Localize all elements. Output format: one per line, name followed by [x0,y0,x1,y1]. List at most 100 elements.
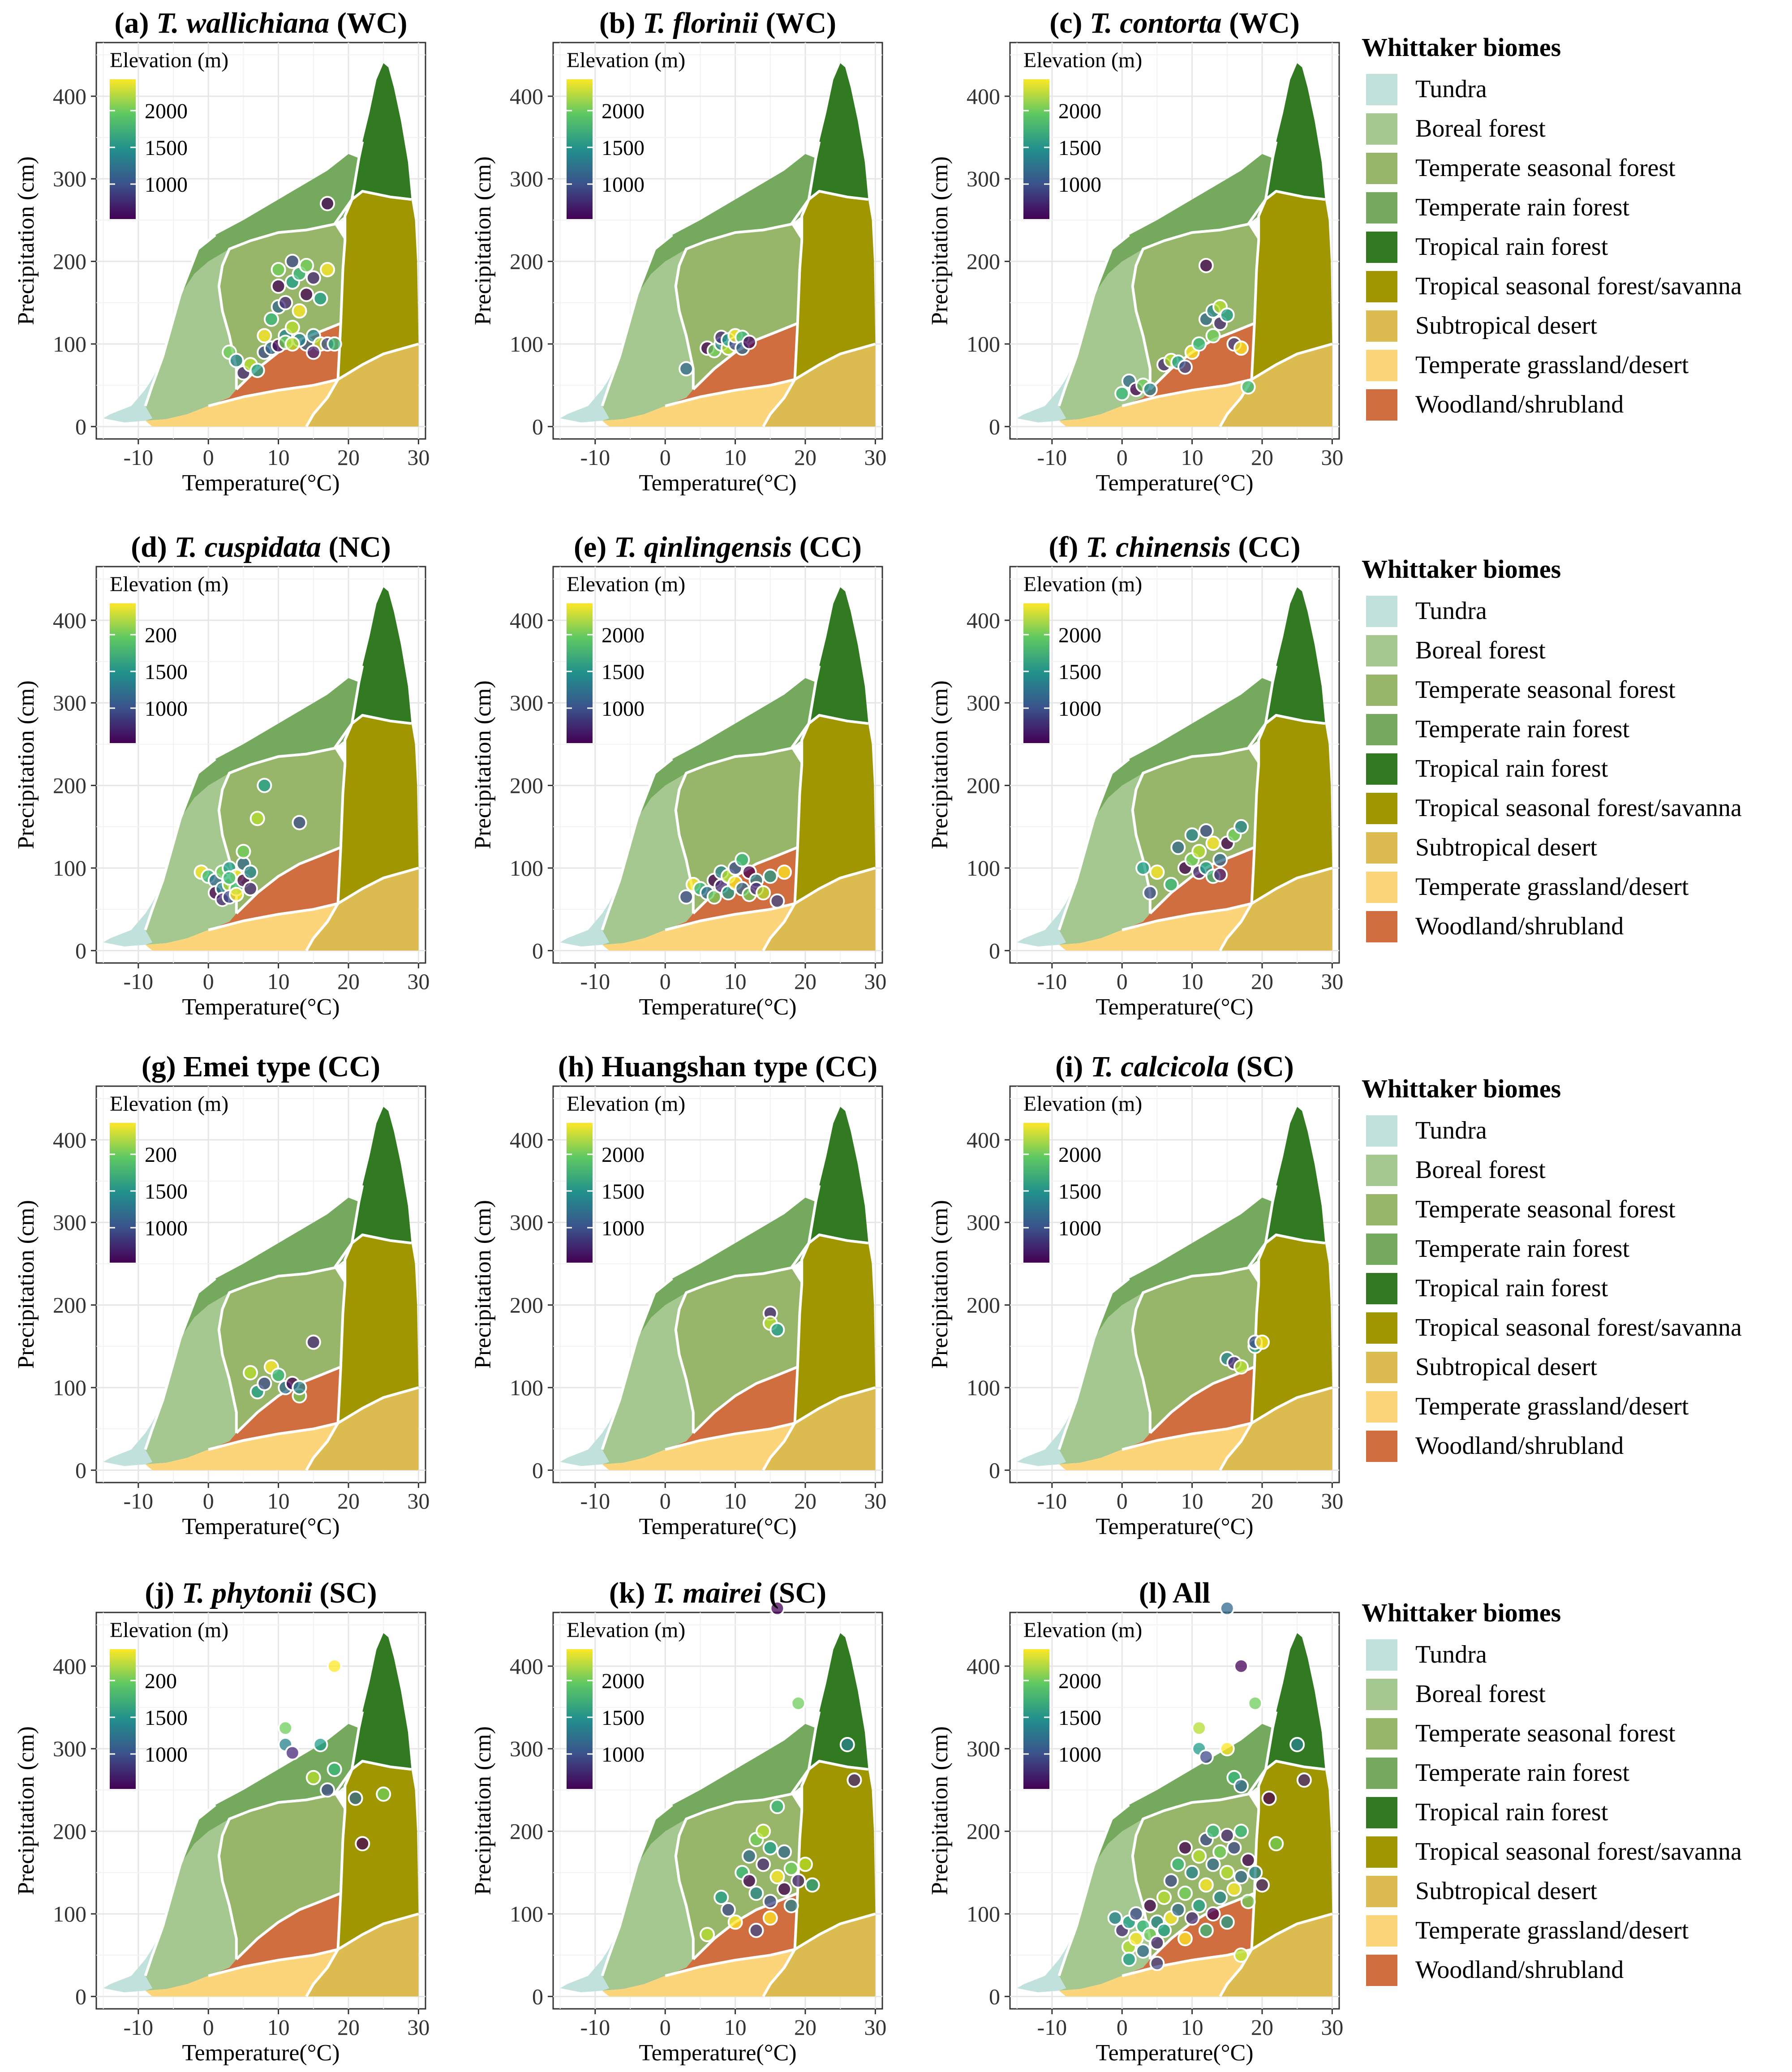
biome-boundary [217,1759,412,1960]
data-point [292,303,307,319]
panel-9: -10 0 10 20 300100200300400Temperature(°C)Pr… [13,1577,430,2066]
legend-swatch [1366,596,1397,627]
y-tick-label: 200 [53,1293,86,1318]
legend-swatch [1366,635,1397,666]
biome-legend-0: Whittaker biomes Tundra Boreal forest Tempe… [1362,33,1742,421]
legend-title: Whittaker biomes [1362,33,1561,62]
legend-swatch [1366,1718,1397,1750]
data-point [1177,1885,1193,1901]
colorbar-tick-label: 2000 [145,99,188,123]
biome-boundary [305,1948,339,1997]
legend-label: Tropical seasonal forest/savanna [1415,272,1742,300]
scatter-points [243,1334,321,1404]
data-point [783,1861,799,1876]
colorbar-tick-label: 1500 [145,136,188,160]
biome-boundary [208,343,419,408]
colorbar-tick-label: 1500 [602,1180,645,1204]
data-point [1247,1865,1263,1880]
x-axis-label: Temperature(°C) [639,1514,796,1539]
colorbar-tick-label: 1500 [602,660,645,684]
legend-label: Woodland/shrubland [1415,1432,1624,1460]
y-tick-label: 200 [967,1819,1000,1844]
elevation-colorbar: Elevation (m) 2000 1500 1000 [1023,1618,1142,1789]
data-point [1219,1741,1235,1757]
data-point [706,889,722,905]
x-tick-label: -10 [580,2015,610,2040]
biome-legend-3: Whittaker biomes Tundra Boreal forest Tempe… [1362,1598,1742,1986]
data-point [769,1322,785,1337]
data-point [777,1881,792,1897]
y-axis-label: Precipitation (cm) [13,680,39,849]
data-point [741,1873,757,1889]
colorbar-title: Elevation (m) [567,1618,685,1642]
x-tick-label: 20 [794,1488,816,1513]
data-point [783,1898,799,1913]
x-tick-label: 20 [337,969,360,994]
data-point [735,852,750,868]
x-tick-label: 20 [337,445,360,470]
biome-tempGrass [145,379,338,427]
panel-title: (e) T. qinlingensis (CC) [574,531,862,563]
colorbar-gradient [110,603,136,743]
legend-swatch [1366,753,1397,785]
y-tick-label: 100 [967,1375,1000,1400]
legend-swatch [1366,232,1397,263]
biome-boundary [796,1711,821,1894]
panel-title: (i) T. calcicola (SC) [1055,1050,1294,1083]
x-axis-label: Temperature(°C) [182,2040,339,2066]
x-tick-label: 10 [724,969,747,994]
x-tick-label: 30 [1321,2015,1343,2040]
x-tick-label: 0 [660,1488,671,1513]
y-axis-label: Precipitation (cm) [927,1726,953,1895]
biome-tropRain [808,587,868,724]
biome-boundary [1122,343,1333,408]
colorbar-gradient [1023,79,1049,219]
biome-tropSav [795,1761,876,1950]
biome-boundary [1219,1422,1253,1471]
data-point [243,864,258,880]
legend-swatch [1366,1115,1397,1147]
biome-boundary [1131,189,1326,390]
y-tick-label: 0 [532,938,543,963]
y-tick-label: 200 [510,1293,543,1318]
scatter-points [1114,258,1256,401]
biome-tempGrass [602,903,795,951]
biome-tempGrass [602,1423,795,1470]
biome-tempGrass [1059,903,1252,951]
biome-tropSav [338,715,419,904]
x-tick-label: 0 [203,1488,214,1513]
biome-boundary [692,322,799,391]
y-axis-label: Precipitation (cm) [470,156,496,325]
x-tick-label: -10 [580,445,610,470]
colorbar-tick-label: 1500 [602,136,645,160]
x-axis-label: Temperature(°C) [639,2040,796,2066]
x-tick-label: 10 [267,969,290,994]
x-axis-label: Temperature(°C) [182,1514,339,1539]
biome-legend-2: Whittaker biomes Tundra Boreal forest Tempe… [1362,1074,1742,1462]
y-axis-label: Precipitation (cm) [470,680,496,849]
x-tick-label: 0 [1117,969,1128,994]
biome-boundary [796,141,821,324]
data-point [679,889,694,905]
data-point [257,778,272,793]
data-point [284,336,300,352]
x-tick-label: 20 [337,2015,360,2040]
data-point [320,1782,335,1798]
data-point [1184,827,1200,843]
x-tick-label: 30 [1321,445,1343,470]
x-tick-label: -10 [1037,445,1067,470]
biome-boundary [235,1891,342,1960]
y-tick-label: 100 [510,331,543,357]
data-point [271,1367,286,1383]
elevation-colorbar: Elevation (m) 2000 1500 1000 [567,1618,685,1789]
y-tick-label: 0 [532,1984,543,2009]
legend-swatch [1366,1915,1397,1947]
x-tick-label: 30 [1321,1488,1343,1513]
y-tick-label: 200 [967,773,1000,798]
legend-title: Whittaker biomes [1362,555,1561,584]
legend-swatch [1366,1797,1397,1828]
data-point [1149,1935,1165,1951]
biome-tempRain [180,678,359,819]
legend-label: Temperate grassland/desert [1415,351,1689,379]
x-tick-label: 10 [1181,969,1203,994]
